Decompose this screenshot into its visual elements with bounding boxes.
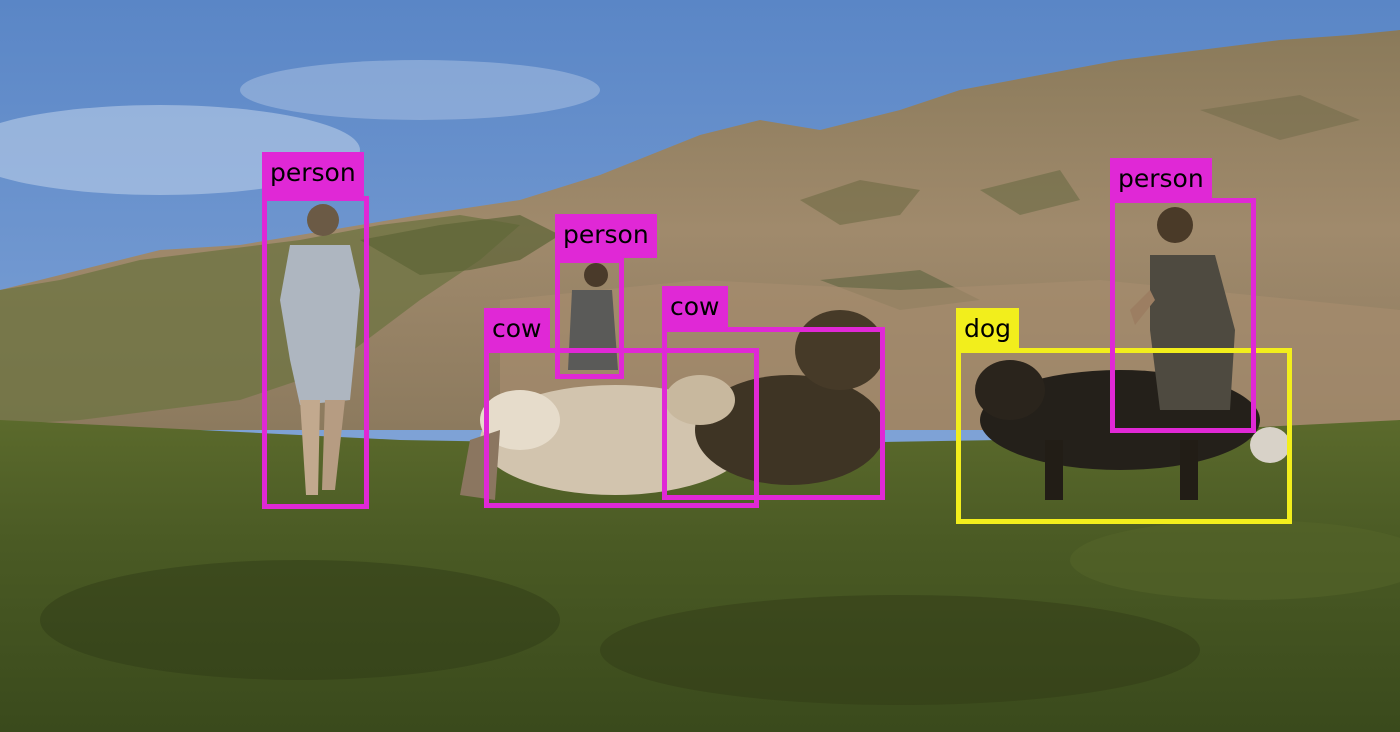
person-box-1	[262, 196, 369, 509]
person-label-1: person	[262, 152, 364, 196]
cow-label-2: cow	[662, 286, 728, 330]
dog-box	[956, 348, 1292, 524]
person-box-3	[1110, 198, 1256, 433]
cow-label-1: cow	[484, 308, 550, 352]
cow-box-1	[484, 348, 759, 508]
person-label-2: person	[555, 214, 657, 258]
person-figure-1	[280, 204, 360, 495]
person-label-3: person	[1110, 158, 1212, 202]
person-box-2	[555, 258, 624, 379]
person-figure-3	[1130, 207, 1235, 410]
dog-label: dog	[956, 308, 1020, 352]
cow-box-2	[662, 327, 885, 500]
